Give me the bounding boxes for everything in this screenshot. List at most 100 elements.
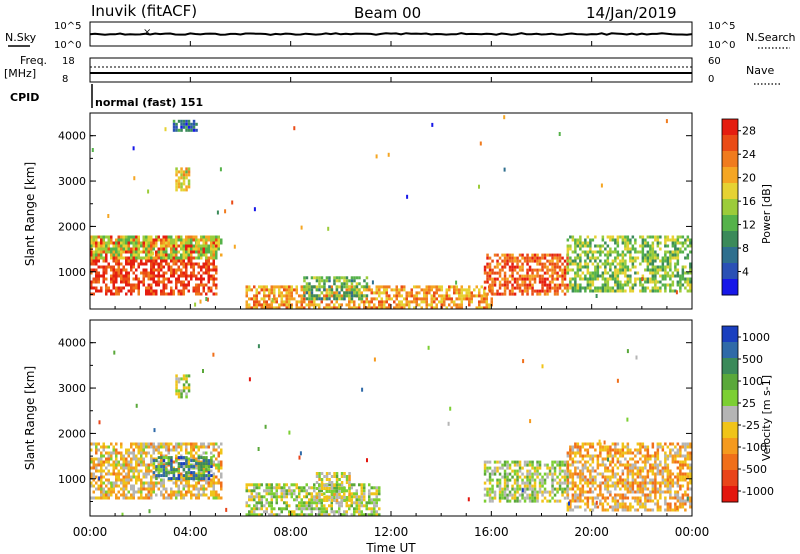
scatter-cell <box>107 244 110 248</box>
scatter-cell <box>551 253 554 257</box>
scatter-cell <box>155 448 158 452</box>
scatter-cell <box>325 276 329 280</box>
scatter-cell <box>285 294 288 298</box>
scatter-cell <box>260 507 263 511</box>
scatter-cell <box>195 445 198 449</box>
scatter-cell <box>335 483 338 487</box>
scatter-cell <box>112 460 115 464</box>
scatter-cell <box>589 277 592 281</box>
scatter-cell <box>506 463 509 467</box>
scatter-cell <box>538 460 542 464</box>
scatter-cell <box>503 472 507 476</box>
scatter-cell <box>142 481 145 485</box>
scatter-cell <box>175 283 178 287</box>
scatter-cell <box>318 276 321 280</box>
scatter-cell <box>435 306 438 309</box>
scatter-cell <box>631 262 635 266</box>
scatter-cell <box>145 442 148 446</box>
scatter-cell <box>160 268 163 272</box>
scatter-cell <box>315 472 319 475</box>
scatter-cell <box>125 475 128 479</box>
scatter-cell <box>140 250 143 254</box>
scatter-cell <box>639 250 642 254</box>
scatter-cell <box>483 463 487 467</box>
scatter-cell <box>100 445 103 449</box>
scatter-cell <box>561 262 564 266</box>
scatter-cell <box>611 481 615 485</box>
scatter-cell <box>589 442 592 446</box>
scatter-cell <box>656 289 660 293</box>
scatter-cell <box>305 288 309 292</box>
scatter-cell <box>649 280 652 284</box>
scatter-cell <box>175 244 178 248</box>
scatter-cell <box>629 469 632 473</box>
scatter-cell <box>659 469 662 473</box>
scatter-cell <box>654 286 657 290</box>
scatter-cell <box>353 306 356 309</box>
scatter-cell <box>90 466 93 470</box>
scatter-cell <box>355 495 358 499</box>
scatter-cell <box>360 297 364 301</box>
scatter-cell <box>408 294 411 298</box>
scatter-cell <box>636 256 640 260</box>
scatter-cell <box>624 241 627 245</box>
scatter-cell <box>498 478 502 482</box>
scatter-cell <box>591 508 595 512</box>
scatter-cell <box>676 499 680 503</box>
scatter-cell <box>323 282 326 286</box>
scatter-cell <box>656 268 660 272</box>
scatter-cell <box>170 280 173 284</box>
scatter-cell <box>669 256 672 260</box>
scatter-cell <box>631 463 635 467</box>
scatter-cell <box>679 478 682 482</box>
scatter-cell <box>290 489 293 493</box>
scatter-cell <box>92 490 95 494</box>
scatter-cell <box>340 282 344 286</box>
scatter-cell <box>142 451 145 455</box>
scatter-cell <box>177 456 181 460</box>
scatter-cell <box>318 484 321 487</box>
scatter-cell <box>574 490 577 494</box>
scatter-cell <box>263 297 266 301</box>
scatter-cell <box>596 505 600 509</box>
scatter-cell <box>303 276 306 280</box>
scatter-cell <box>308 504 311 508</box>
scatter-cell <box>511 289 514 293</box>
scatter-cell <box>105 271 108 275</box>
scatter-cell <box>380 306 383 309</box>
scatter-cell <box>681 463 685 467</box>
scatter-cell <box>295 303 298 307</box>
scatter-cell <box>541 289 544 293</box>
scatter-cell <box>197 241 200 245</box>
scatter-cell <box>175 468 178 472</box>
scatter-cell <box>147 472 150 476</box>
scatter-cell <box>551 490 554 494</box>
scatter-cell <box>616 280 620 284</box>
scatter-cell <box>310 492 313 496</box>
scatter-cell <box>661 445 665 449</box>
scatter-cell <box>105 256 108 260</box>
scatter-cell <box>621 448 625 452</box>
scatter-cell <box>102 271 105 275</box>
scatter-cell <box>92 478 95 482</box>
scatter-cell <box>511 484 514 488</box>
scatter-cell <box>571 496 575 500</box>
scatter-cell <box>210 465 213 469</box>
scatter-cell <box>323 507 326 511</box>
scatter-cell <box>117 289 120 293</box>
scatter-cell <box>528 283 532 287</box>
scatter-cell <box>145 292 148 296</box>
scatter-cell <box>270 510 273 514</box>
scatter-cell <box>205 465 208 469</box>
scatter-cell <box>393 294 396 298</box>
scatter-cell <box>268 513 271 516</box>
scatter-cell <box>217 244 220 248</box>
scatter-cell <box>679 496 682 500</box>
scatter-cell <box>170 292 173 296</box>
scatter-cell <box>115 286 118 290</box>
scatter-cell <box>498 292 502 296</box>
scatter-cell <box>586 265 590 269</box>
scatter-cell <box>616 478 620 482</box>
scatter-cell <box>543 271 547 275</box>
colorbar-segment <box>722 167 738 184</box>
